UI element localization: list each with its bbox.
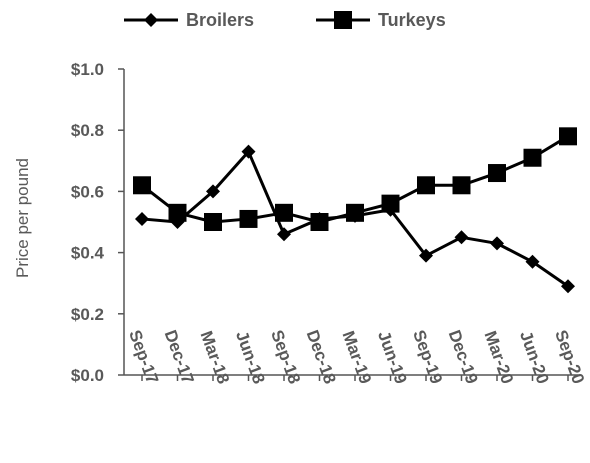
legend-marker [334, 11, 352, 29]
x-tick-label: Sep-19 [409, 327, 446, 386]
x-tick-label: Mar-18 [196, 328, 233, 386]
turkeys-marker [346, 203, 364, 222]
x-tick-label: Sep-17 [125, 327, 162, 386]
legend-label: Broilers [186, 10, 254, 30]
broilers-marker [561, 279, 575, 294]
series-layer [133, 127, 577, 294]
turkeys-marker [488, 164, 506, 183]
turkeys-marker [381, 194, 400, 213]
turkeys-marker [275, 203, 293, 222]
x-tick-label: Dec-18 [303, 327, 340, 386]
broilers-marker [419, 248, 433, 263]
broilers-marker [490, 236, 504, 251]
turkeys-marker [523, 148, 542, 167]
x-tick-label: Jun-20 [516, 328, 553, 386]
broilers-marker [135, 211, 149, 226]
x-tick-label: Mar-20 [480, 328, 517, 386]
legend-label: Turkeys [378, 10, 446, 30]
legend: Broilers Turkeys [124, 10, 446, 30]
legend-item-broilers: Broilers [124, 10, 254, 30]
x-tick-label: Mar-19 [338, 328, 375, 386]
broilers-marker [277, 227, 291, 242]
legend-item-turkeys: Turkeys [316, 10, 446, 30]
x-tick-label: Jun-19 [374, 328, 411, 386]
legend-marker [144, 13, 158, 27]
y-axis-label: Price per pound [13, 158, 32, 278]
turkeys-marker [417, 176, 435, 195]
turkeys-marker [452, 176, 471, 195]
turkeys-marker [204, 213, 222, 231]
turkeys-marker [310, 213, 329, 231]
y-tick-label: $0.2 [71, 305, 104, 324]
x-tick-label: Sep-18 [267, 327, 304, 386]
x-axis: Sep-17Dec-17Mar-18Jun-18Sep-18Dec-18Mar-… [124, 327, 588, 386]
turkeys-marker [168, 203, 187, 222]
y-axis: $0.0 $0.2 $0.4 $0.6 $0.8 $1.0 [71, 60, 125, 385]
y-tick-label: $0.4 [71, 244, 105, 263]
broilers-marker [206, 184, 220, 199]
x-tick-label: Jun-18 [232, 328, 269, 386]
y-tick-label: $1.0 [71, 60, 104, 79]
x-tick-label: Dec-19 [445, 327, 482, 386]
series-turkeys [133, 127, 577, 231]
x-tick-label: Dec-17 [161, 327, 198, 386]
y-tick-label: $0.8 [71, 121, 104, 140]
broilers-marker [525, 254, 540, 269]
y-tick-label: $0.6 [71, 182, 104, 201]
turkeys-marker [559, 127, 577, 146]
turkeys-marker [133, 176, 151, 195]
turkeys-marker [239, 209, 258, 228]
broilers-marker [241, 144, 256, 159]
broilers-marker [454, 230, 469, 245]
x-tick-label: Sep-20 [551, 327, 588, 386]
y-tick-label: $0.0 [71, 366, 104, 385]
